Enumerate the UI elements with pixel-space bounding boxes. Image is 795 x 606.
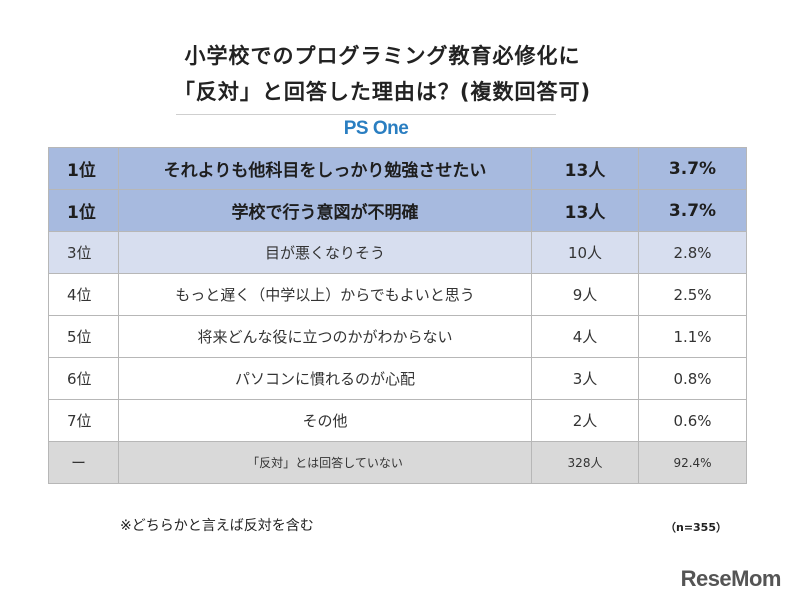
reason-cell: 「反対」とは回答していない bbox=[118, 441, 532, 484]
rank-cell: 1位 bbox=[48, 189, 119, 232]
resemom-logo: ReseMom bbox=[680, 566, 782, 591]
count-cell: 10人 bbox=[531, 231, 639, 274]
title-divider bbox=[176, 114, 556, 115]
table-row: ー 「反対」とは回答していない 328人 92.4% bbox=[48, 441, 747, 484]
rank-cell: 5位 bbox=[48, 315, 119, 358]
sample-size: （n=355） bbox=[664, 521, 727, 534]
percent-cell: 0.8% bbox=[638, 357, 747, 400]
percent-cell: 2.5% bbox=[638, 273, 747, 316]
reason-cell: 学校で行う意図が不明確 bbox=[118, 189, 532, 232]
rank-cell: 3位 bbox=[48, 231, 119, 274]
title-line-2: 「反対」と回答した理由は？(複数回答可) bbox=[173, 80, 592, 104]
reason-cell: 目が悪くなりそう bbox=[118, 231, 532, 274]
rank-cell: 6位 bbox=[48, 357, 119, 400]
page-title: 小学校でのプログラミング教育必修化に 「反対」と回答した理由は？(複数回答可) bbox=[0, 38, 795, 110]
percent-cell: 0.6% bbox=[638, 399, 747, 442]
rank-cell: 1位 bbox=[48, 147, 119, 190]
reason-cell: それよりも他科目をしっかり勉強させたい bbox=[118, 147, 532, 190]
count-cell: 4人 bbox=[531, 315, 639, 358]
count-cell: 2人 bbox=[531, 399, 639, 442]
table-row: 3位 目が悪くなりそう 10人 2.8% bbox=[48, 231, 747, 274]
brand-logo: PS One bbox=[343, 118, 409, 139]
count-cell: 9人 bbox=[531, 273, 639, 316]
percent-cell: 92.4% bbox=[638, 441, 747, 484]
rank-cell: ー bbox=[48, 441, 119, 484]
count-cell: 13人 bbox=[531, 147, 639, 190]
title-line-1: 小学校でのプログラミング教育必修化に bbox=[184, 44, 581, 68]
percent-cell: 3.7% bbox=[638, 189, 747, 232]
reason-cell: その他 bbox=[118, 399, 532, 442]
ranking-table: 1位 それよりも他科目をしっかり勉強させたい 13人 3.7% 1位 学校で行う… bbox=[48, 147, 747, 484]
reason-cell: 将来どんな役に立つのかがわからない bbox=[118, 315, 532, 358]
table-row: 1位 それよりも他科目をしっかり勉強させたい 13人 3.7% bbox=[48, 147, 747, 190]
table-row: 4位 もっと遅く（中学以上）からでもよいと思う 9人 2.5% bbox=[48, 273, 747, 316]
table-row: 7位 その他 2人 0.6% bbox=[48, 399, 747, 442]
percent-cell: 3.7% bbox=[638, 147, 747, 190]
rank-cell: 7位 bbox=[48, 399, 119, 442]
reason-cell: もっと遅く（中学以上）からでもよいと思う bbox=[118, 273, 532, 316]
count-cell: 328人 bbox=[531, 441, 639, 484]
rank-cell: 4位 bbox=[48, 273, 119, 316]
count-cell: 3人 bbox=[531, 357, 639, 400]
percent-cell: 1.1% bbox=[638, 315, 747, 358]
table-row: 1位 学校で行う意図が不明確 13人 3.7% bbox=[48, 189, 747, 232]
count-cell: 13人 bbox=[531, 189, 639, 232]
footnote: ※どちらかと言えば反対を含む bbox=[120, 518, 314, 534]
table-row: 6位 パソコンに慣れるのが心配 3人 0.8% bbox=[48, 357, 747, 400]
table-row: 5位 将来どんな役に立つのかがわからない 4人 1.1% bbox=[48, 315, 747, 358]
percent-cell: 2.8% bbox=[638, 231, 747, 274]
reason-cell: パソコンに慣れるのが心配 bbox=[118, 357, 532, 400]
